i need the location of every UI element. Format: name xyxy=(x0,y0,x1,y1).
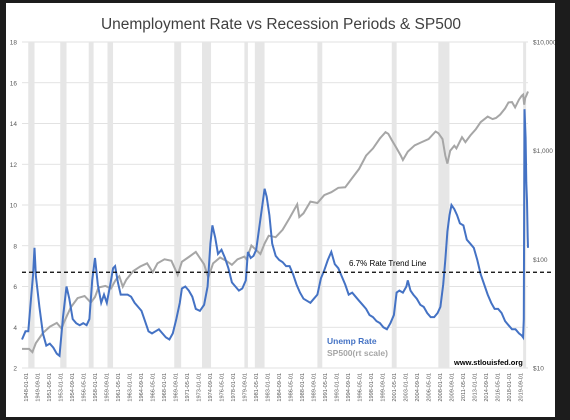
x-tick-label: 1998-01-01 xyxy=(369,373,375,402)
x-tick-label: 2018-01-01 xyxy=(507,373,513,402)
x-tick-label: 1951-05-01 xyxy=(47,373,53,402)
x-tick-label: 1958-01-01 xyxy=(93,373,99,402)
x-tick-label: 1978-01-01 xyxy=(231,373,237,402)
x-tick-label: 2019-09-01 xyxy=(518,373,524,402)
series-line-sp500 xyxy=(22,91,529,354)
x-tick-label: 2016-05-01 xyxy=(495,373,501,402)
x-tick-label: 1959-09-01 xyxy=(104,373,110,402)
x-tick-label: 1973-01-01 xyxy=(196,373,202,402)
chart-svg: 2 4 6 8 10 12 14 16 18 $10 $100 $1,000 $10,000 1948… xyxy=(10,16,555,402)
recession-band xyxy=(28,42,35,368)
x-tick-label: 2008-01-01 xyxy=(438,373,444,402)
left-tick-label: 8 xyxy=(13,243,17,250)
left-tick-label: 14 xyxy=(10,121,18,128)
x-axis-ticks: 1948-01-01 1949-09-01 1951-05-01 1953-01-01… xyxy=(24,373,525,402)
recession-band xyxy=(317,42,323,368)
recession-band xyxy=(244,42,248,368)
x-tick-label: 2003-01-01 xyxy=(403,373,409,402)
left-tick-label: 2 xyxy=(13,366,17,373)
recession-band xyxy=(438,42,450,368)
x-tick-label: 1988-01-01 xyxy=(300,373,306,402)
x-tick-label: 1993-01-01 xyxy=(334,373,340,402)
x-tick-label: 1948-01-01 xyxy=(24,373,30,402)
trend-line-label: 6.7% Rate Trend Line xyxy=(349,259,427,268)
x-tick-label: 1954-09-01 xyxy=(70,373,76,402)
legend-unemp-rate: Unemp Rate xyxy=(327,336,377,346)
left-tick-label: 6 xyxy=(13,284,17,291)
right-tick-label: $10 xyxy=(533,366,544,373)
x-tick-label: 1964-09-01 xyxy=(139,373,145,402)
x-tick-label: 2011-05-01 xyxy=(461,373,467,401)
x-tick-label: 1956-05-01 xyxy=(81,373,87,402)
x-tick-label: 1979-09-01 xyxy=(242,373,248,402)
x-tick-label: 2006-05-01 xyxy=(426,373,432,402)
x-tick-label: 1963-01-01 xyxy=(127,373,133,402)
recession-band xyxy=(254,42,265,368)
right-tick-label: $100 xyxy=(533,257,548,264)
x-tick-label: 1976-05-01 xyxy=(219,373,225,402)
source-note: www.stlouisfed.org xyxy=(453,358,523,367)
chart-frame: 2 4 6 8 10 12 14 16 18 $10 $100 $1,000 $10,000 1948… xyxy=(6,3,555,417)
series-line-unemp xyxy=(21,109,529,358)
x-tick-label: 1981-05-01 xyxy=(254,373,260,402)
chart-title: Unemployment Rate vs Recession Periods &… xyxy=(101,16,461,33)
left-axis-ticks: 2 4 6 8 10 12 14 16 18 xyxy=(10,40,18,373)
recession-band xyxy=(174,42,182,368)
left-tick-label: 12 xyxy=(10,162,18,169)
x-tick-label: 1953-01-01 xyxy=(58,373,64,402)
x-tick-label: 1949-09-01 xyxy=(35,373,41,402)
x-tick-label: 1989-09-01 xyxy=(311,373,317,402)
left-tick-label: 16 xyxy=(10,80,18,87)
x-tick-label: 1974-09-01 xyxy=(208,373,214,402)
x-tick-label: 1961-05-01 xyxy=(116,373,122,402)
x-tick-label: 1966-05-01 xyxy=(150,373,156,402)
x-tick-label: 1971-05-01 xyxy=(185,373,191,402)
x-tick-label: 1986-05-01 xyxy=(288,373,294,402)
left-tick-label: 10 xyxy=(10,203,18,210)
left-tick-label: 18 xyxy=(10,40,18,47)
x-tick-label: 1991-05-01 xyxy=(323,373,329,402)
right-tick-label: $1,000 xyxy=(533,148,553,155)
x-tick-label: 2013-01-01 xyxy=(472,373,478,402)
x-tick-label: 1994-09-01 xyxy=(346,373,352,402)
x-tick-label: 2009-09-01 xyxy=(449,373,455,402)
recession-band xyxy=(202,42,212,368)
right-tick-label: $10,000 xyxy=(533,40,555,47)
right-axis-ticks: $10 $100 $1,000 $10,000 xyxy=(533,40,555,373)
recession-band xyxy=(107,42,114,368)
x-tick-label: 2014-09-01 xyxy=(484,373,490,402)
x-tick-label: 1983-01-01 xyxy=(265,373,271,402)
x-tick-label: 2004-09-01 xyxy=(415,373,421,402)
x-tick-label: 1969-09-01 xyxy=(173,373,179,402)
left-tick-label: 4 xyxy=(13,325,17,332)
x-tick-label: 1984-09-01 xyxy=(277,373,283,402)
legend-sp500: SP500(rt scale) xyxy=(327,348,388,358)
x-tick-label: 2001-05-01 xyxy=(392,373,398,402)
x-tick-label: 1999-09-01 xyxy=(380,373,386,402)
recession-band xyxy=(88,42,94,368)
recession-band xyxy=(391,42,397,368)
x-tick-label: 1968-01-01 xyxy=(162,373,168,402)
x-tick-label: 1996-05-01 xyxy=(357,373,363,402)
recession-band xyxy=(60,42,67,368)
